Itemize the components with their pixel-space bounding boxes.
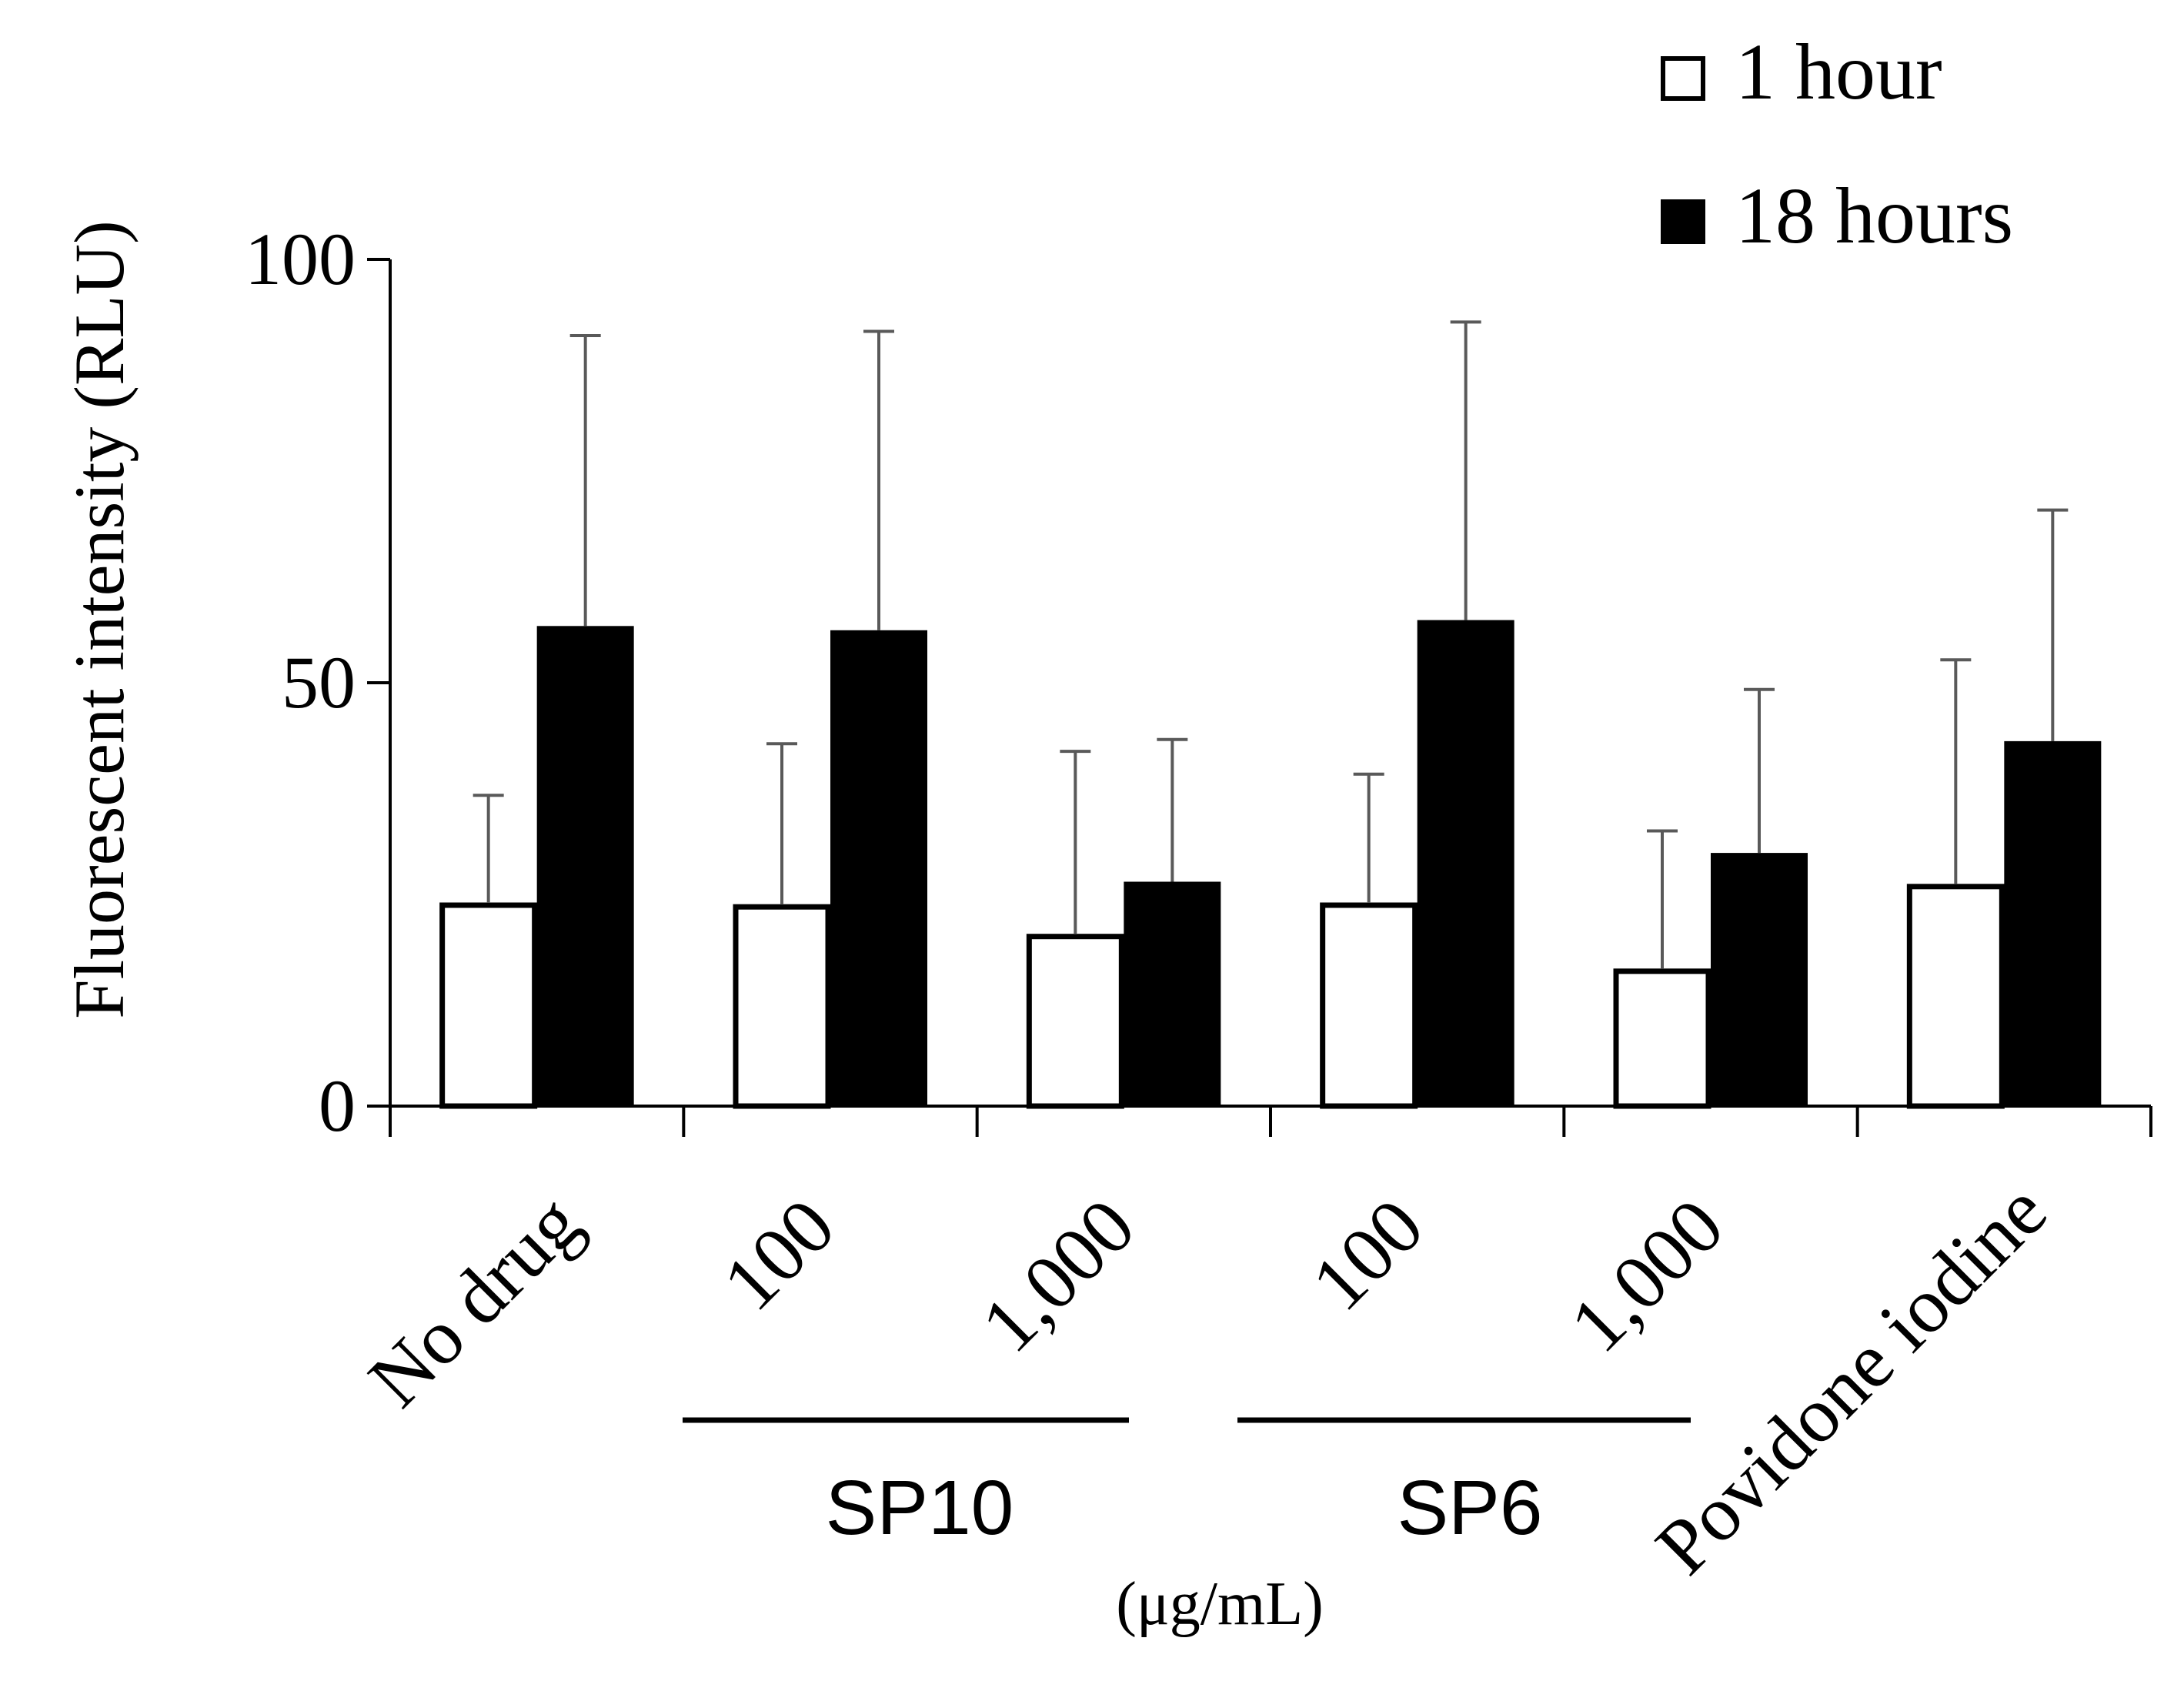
y-tick-label: 100	[245, 218, 356, 300]
legend-label: 1 hour	[1735, 28, 1942, 116]
y-axis: 0 50 100	[245, 218, 392, 1147]
bar-1h	[439, 902, 538, 1109]
bar-18h	[830, 630, 927, 1106]
bar-18h	[1417, 620, 1514, 1106]
group-label: SP10	[826, 1465, 1014, 1551]
bar-1h	[733, 904, 831, 1109]
category-groups: SP10 SP6	[683, 1417, 1691, 1551]
x-tick-label: 100	[1295, 1182, 1440, 1327]
y-tick-label: 50	[282, 641, 356, 724]
bar-1h	[1906, 884, 2005, 1109]
y-tick-label: 0	[319, 1065, 356, 1147]
bar-1h	[1613, 968, 1711, 1109]
bar-1h	[1320, 902, 1418, 1109]
x-tick-label: 100	[706, 1182, 851, 1327]
bars	[439, 620, 2102, 1109]
x-axis	[389, 1105, 2152, 1137]
legend-swatch-1h	[1661, 56, 1705, 101]
legend-swatch-18h	[1661, 199, 1705, 244]
bar-18h	[2004, 740, 2102, 1106]
legend: 1 hour 18 hours	[1661, 28, 2013, 260]
legend-label: 18 hours	[1735, 172, 2013, 260]
bar-18h	[1711, 853, 1808, 1106]
x-tick-label: 1,000	[965, 1182, 1151, 1369]
bar-18h	[536, 626, 634, 1106]
unit-note: (μg/mL)	[1116, 1570, 1324, 1638]
group-label: SP6	[1397, 1465, 1542, 1551]
x-tick-label: 1,000	[1554, 1182, 1740, 1369]
error-bars	[473, 320, 2069, 969]
bar-18h	[1124, 881, 1221, 1106]
x-tick-label: No drug	[352, 1178, 597, 1423]
bar-1h	[1026, 934, 1124, 1109]
y-axis-label: Fluorescent intensity (RLU)	[60, 220, 139, 1018]
